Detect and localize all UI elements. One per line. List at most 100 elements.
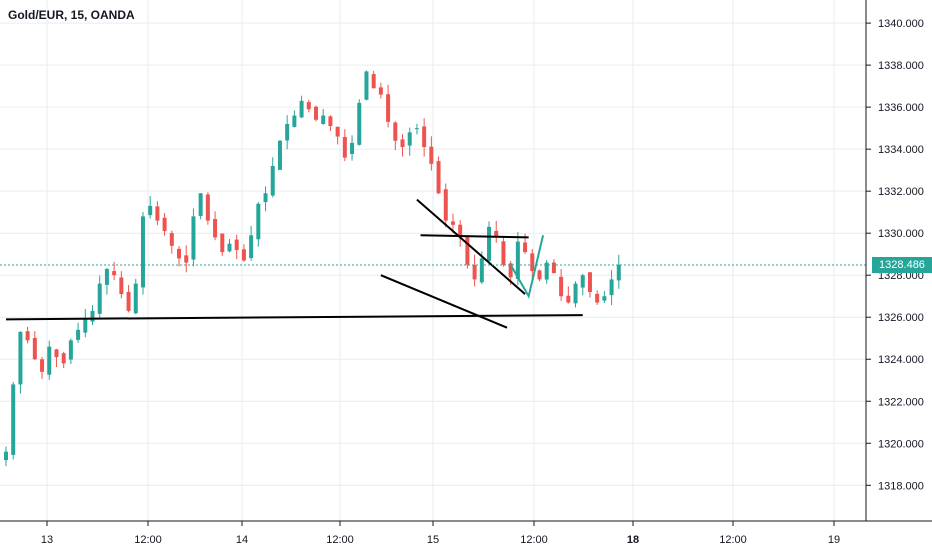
candle-body <box>133 283 138 314</box>
candle-body <box>523 242 528 253</box>
y-tick-label: 1340.000 <box>878 18 924 30</box>
candle-body <box>162 217 167 232</box>
candle-body <box>378 87 383 95</box>
candle-body <box>515 241 520 279</box>
candle-body <box>314 106 318 120</box>
trendlines <box>5 198 583 329</box>
candle-body <box>342 136 347 158</box>
candle-body <box>184 255 189 263</box>
candle-body <box>241 249 246 261</box>
candle-body <box>595 293 600 303</box>
candle-body <box>54 349 59 358</box>
trendline <box>5 314 583 321</box>
candle-body <box>191 216 196 260</box>
y-tick-label: 1330.000 <box>878 228 924 240</box>
candle-body <box>616 264 621 281</box>
candle-body <box>198 193 203 216</box>
candle-body <box>112 271 117 276</box>
candle-body <box>18 331 23 385</box>
candle-body <box>400 139 405 148</box>
candle-body <box>76 329 81 340</box>
candle-body <box>537 270 542 280</box>
candle-body <box>465 235 470 265</box>
candle-body <box>580 275 585 288</box>
trendline <box>416 198 526 295</box>
candle-body <box>422 126 427 148</box>
candle-body <box>277 140 282 170</box>
candle-body <box>40 359 45 372</box>
y-tick-label: 1328.000 <box>878 270 924 282</box>
projection-path <box>509 235 545 299</box>
candle-body <box>47 346 52 375</box>
candle-body <box>32 337 37 360</box>
y-tick-label: 1332.000 <box>878 186 924 198</box>
candle-body <box>602 296 607 301</box>
symbol-title: Gold/EUR, 15, OANDA <box>8 8 135 22</box>
y-tick-label: 1334.000 <box>878 144 924 156</box>
candle-body <box>450 221 455 225</box>
candle-body <box>234 239 239 250</box>
candle-body <box>494 230 499 238</box>
candle-body <box>429 146 434 164</box>
candle-body <box>83 319 88 333</box>
candle-body <box>371 74 376 89</box>
candle-body <box>566 295 571 303</box>
candle-body <box>321 115 326 124</box>
last-price-badge: 1328.486 <box>872 256 932 273</box>
y-tick-label: 1320.000 <box>878 438 924 450</box>
x-tick-label: 12:00 <box>520 534 548 546</box>
candle-body <box>148 205 153 216</box>
candle-body <box>587 272 592 293</box>
candle-body <box>393 122 398 141</box>
y-tick-label: 1336.000 <box>878 102 924 114</box>
candle-body <box>458 224 463 238</box>
candle-body <box>169 233 174 246</box>
candle-body <box>335 126 340 137</box>
x-tick-label: 12:00 <box>719 534 747 546</box>
candle-body <box>119 277 124 295</box>
price-axis: 1318.000 1320.000 1322.000 1324.000 1326.000… <box>866 18 924 492</box>
y-tick-label: 1324.000 <box>878 354 924 366</box>
y-tick-label: 1318.000 <box>878 480 924 492</box>
candle-body <box>292 115 297 127</box>
candle-body <box>443 189 448 221</box>
candle-body <box>97 283 102 314</box>
candle-body <box>328 116 333 127</box>
candle-body <box>479 258 484 283</box>
candle-body <box>501 241 506 265</box>
candle-body <box>407 132 412 146</box>
candle-body <box>472 264 477 280</box>
x-tick-label: 19 <box>828 534 840 546</box>
x-tick-label: 14 <box>236 534 248 546</box>
grid <box>0 0 866 521</box>
candle-body <box>551 262 556 274</box>
candle-body <box>436 161 441 194</box>
candle-body <box>220 233 225 253</box>
candle-body <box>270 165 275 196</box>
candle-body <box>306 102 311 110</box>
candle-body <box>487 226 492 261</box>
candle-body <box>90 310 95 322</box>
x-tick-label: 12:00 <box>326 534 354 546</box>
candle-body <box>155 206 160 221</box>
candle-body <box>213 219 218 238</box>
candle-body <box>177 248 182 259</box>
candle-body <box>104 268 109 285</box>
candle-body <box>140 216 145 288</box>
y-tick-label: 1322.000 <box>878 396 924 408</box>
time-axis: 13 12:00 14 12:00 15 12:00 18 12:00 19 <box>41 521 840 546</box>
candle-body <box>508 263 513 278</box>
candle-body <box>530 253 535 272</box>
candle-body <box>263 193 268 203</box>
candle-body <box>559 276 564 297</box>
candle-body <box>357 102 362 145</box>
candle-body <box>25 331 30 341</box>
candle-body <box>256 203 261 240</box>
candle-body <box>4 451 8 461</box>
candles <box>4 70 621 466</box>
x-tick-label: 13 <box>41 534 53 546</box>
candle-body <box>609 279 614 296</box>
candle-body <box>11 384 16 455</box>
candle-body <box>227 243 232 252</box>
